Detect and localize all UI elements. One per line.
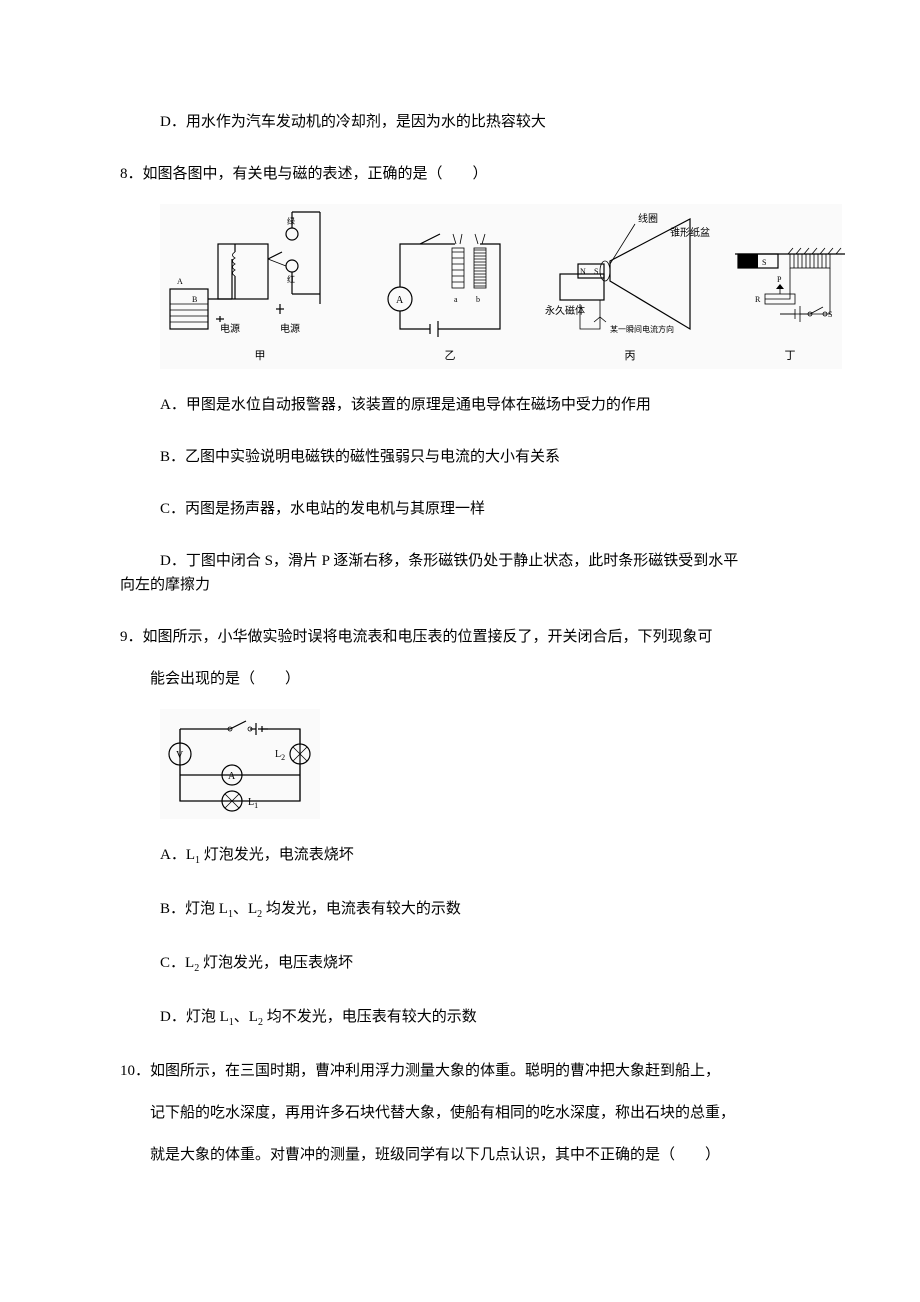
q8-option-a-text: ．甲图是水位自动报警器，该装置的原理是通电导体在磁场中受力的作用 xyxy=(171,397,651,413)
svg-text:N: N xyxy=(742,258,748,267)
q8-option-b: B．乙图中实验说明电磁铁的磁性强弱只与电流的大小有关系 xyxy=(160,445,800,469)
q8-fig-jia: A B 绿 红 xyxy=(160,204,360,366)
svg-text:锥形纸盆: 锥形纸盆 xyxy=(670,226,710,239)
q8-option-b-label: B xyxy=(160,449,170,465)
q8-fig-yi: A a xyxy=(370,204,530,366)
q8-stem-text: ．如图各图中，有关电与磁的表述，正确的是（ ） xyxy=(128,166,488,182)
svg-text:b: b xyxy=(476,295,480,304)
q8-number: 8 xyxy=(120,166,128,182)
q7-option-d-label: D xyxy=(160,114,171,130)
q8-fig-ding-svg: N S R P xyxy=(730,204,850,344)
q8-option-d-label: D xyxy=(160,553,171,569)
q9-option-d-label: D xyxy=(160,1009,171,1025)
svg-text:S: S xyxy=(594,267,598,276)
q8-option-d-text2: 向左的摩擦力 xyxy=(120,573,800,597)
svg-text:L1: L1 xyxy=(248,797,258,810)
svg-text:绿: 绿 xyxy=(287,217,295,226)
q8-fig-jia-label: 甲 xyxy=(255,348,266,366)
q9-stem-line2: 能会出现的是（ ） xyxy=(150,667,800,691)
svg-text:S: S xyxy=(828,310,832,319)
q10-stem-line3: 就是大象的体重。对曹冲的测量，班级同学有以下几点认识，其中不正确的是（ ） xyxy=(150,1143,800,1167)
svg-text:永久磁体: 永久磁体 xyxy=(545,304,585,317)
q8-option-c-text: ．丙图是扬声器，水电站的发电机与其原理一样 xyxy=(170,501,485,517)
q8-option-d: D．丁图中闭合 S，滑片 P 逐渐右移，条形磁铁仍处于静止状态，此时条形磁铁受到… xyxy=(120,549,800,597)
q10-stem-text1: ．如图所示，在三国时期，曹冲利用浮力测量大象的体重。聪明的曹冲把大象赶到船上， xyxy=(135,1063,720,1079)
q9-stem-text1: ．如图所示，小华做实验时误将电流表和电压表的位置接反了，开关闭合后，下列现象可 xyxy=(128,629,713,645)
q8-fig-yi-svg: A a xyxy=(370,204,530,344)
q8-fig-bing-svg: N S 线圈 锥形纸盆 永久磁体 某一瞬间电流方向 xyxy=(540,204,720,344)
svg-text:A: A xyxy=(228,771,236,782)
q8-fig-jia-svg: A B 绿 红 xyxy=(160,204,360,344)
svg-text:L2: L2 xyxy=(275,749,285,762)
q8-fig-bing-label: 丙 xyxy=(625,348,636,366)
q9-option-c-label: C xyxy=(160,955,170,971)
q8-option-c: C．丙图是扬声器，水电站的发电机与其原理一样 xyxy=(160,497,800,521)
q8-fig-bing: N S 线圈 锥形纸盆 永久磁体 某一瞬间电流方向 xyxy=(540,204,720,366)
q9-stem-line1: 9．如图所示，小华做实验时误将电流表和电压表的位置接反了，开关闭合后，下列现象可 xyxy=(120,625,800,649)
q8-option-a: A．甲图是水位自动报警器，该装置的原理是通电导体在磁场中受力的作用 xyxy=(160,393,800,417)
q8-option-d-text1: ．丁图中闭合 S，滑片 P 逐渐右移，条形磁铁仍处于静止状态，此时条形磁铁受到水… xyxy=(171,553,738,569)
svg-text:线圈: 线圈 xyxy=(638,212,658,225)
q9-option-a: A．L1 灯泡发光，电流表烧坏 xyxy=(160,843,800,869)
svg-text:N: N xyxy=(580,267,586,276)
q10-stem-line1: 10．如图所示，在三国时期，曹冲利用浮力测量大象的体重。聪明的曹冲把大象赶到船上… xyxy=(120,1059,800,1083)
q10-stem-line2: 记下船的吃水深度，再用许多石块代替大象，使船有相同的吃水深度，称出石块的总重， xyxy=(150,1101,800,1125)
q9-option-c: C．L2 灯泡发光，电压表烧坏 xyxy=(160,951,800,977)
q7-option-d: D．用水作为汽车发动机的冷却剂，是因为水的比热容较大 xyxy=(160,110,800,134)
svg-text:电源: 电源 xyxy=(220,322,240,335)
svg-text:a: a xyxy=(454,295,458,304)
q9-circuit-svg: V L2 A L1 xyxy=(160,709,320,819)
q9-option-b: B．灯泡 L1、L2 均发光，电流表有较大的示数 xyxy=(160,897,800,923)
q9-option-a-label: A xyxy=(160,847,171,863)
svg-text:V: V xyxy=(176,750,184,761)
q8-figure-set: A B 绿 红 xyxy=(160,204,800,369)
svg-text:B: B xyxy=(192,295,197,304)
svg-text:R: R xyxy=(755,295,761,304)
q9-circuit-figure: V L2 A L1 xyxy=(160,709,320,819)
q8-option-c-label: C xyxy=(160,501,170,517)
svg-text:A: A xyxy=(396,295,404,306)
svg-text:电源: 电源 xyxy=(280,322,300,335)
q8-fig-ding: N S R P xyxy=(730,204,850,366)
svg-text:某一瞬间电流方向: 某一瞬间电流方向 xyxy=(610,324,674,334)
svg-text:P: P xyxy=(777,275,782,284)
svg-text:红: 红 xyxy=(287,274,295,284)
q7-option-d-text: ．用水作为汽车发动机的冷却剂，是因为水的比热容较大 xyxy=(171,114,546,130)
q9-option-d: D．灯泡 L1、L2 均不发光，电压表有较大的示数 xyxy=(160,1005,800,1031)
svg-text:A: A xyxy=(177,277,183,286)
q8-fig-yi-label: 乙 xyxy=(445,348,456,366)
q8-option-a-label: A xyxy=(160,397,171,413)
q9-option-b-label: B xyxy=(160,901,170,917)
q9-number: 9 xyxy=(120,629,128,645)
q8-stem: 8．如图各图中，有关电与磁的表述，正确的是（ ） xyxy=(120,162,800,186)
svg-text:S: S xyxy=(762,258,766,267)
q10-number: 10 xyxy=(120,1063,135,1079)
q8-fig-ding-label: 丁 xyxy=(785,348,796,366)
q8-option-b-text: ．乙图中实验说明电磁铁的磁性强弱只与电流的大小有关系 xyxy=(170,449,560,465)
